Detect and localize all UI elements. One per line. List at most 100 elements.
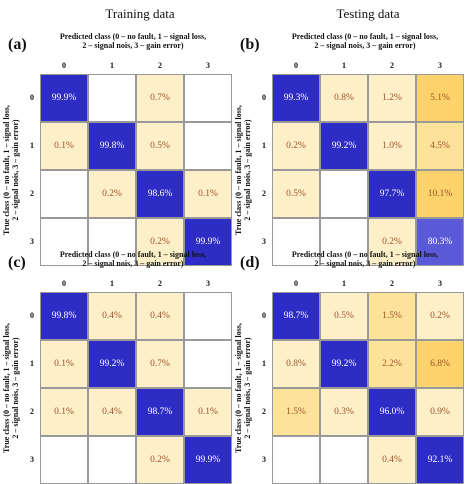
predicted-class-label-line: Predicted class (0 – no fault, 1 – signa… (59, 32, 207, 41)
matrix-cell: 0.9% (416, 388, 464, 436)
matrix-cell: 0.2% (272, 122, 320, 170)
predicted-class-label-line: Predicted class (0 – no fault, 1 – signa… (291, 250, 439, 259)
matrix-cell: 0.1% (184, 388, 232, 436)
confusion-matrix-panel: (b) Predicted class (0 – no fault, 1 – si… (232, 30, 464, 266)
matrix-cell (184, 122, 232, 170)
y-tick-label: 3 (30, 455, 34, 464)
x-tick-label: 3 (206, 279, 210, 288)
diagonal-cell: 99.8% (88, 122, 136, 170)
y-tick-label: 1 (30, 359, 34, 368)
diagonal-cell: 99.3% (272, 74, 320, 122)
y-tick-label: 3 (30, 237, 34, 246)
matrix-cell (40, 170, 88, 218)
matrix-cell: 0.1% (40, 388, 88, 436)
x-tick-label: 2 (158, 279, 162, 288)
matrix-cell: 0.1% (40, 122, 88, 170)
matrix-cell: 0.2% (368, 218, 416, 266)
matrix-cell: 0.2% (416, 292, 464, 340)
panel-label: (a) (8, 36, 27, 53)
training-data-title: Training data (105, 6, 175, 21)
x-tick-label: 2 (390, 61, 394, 70)
x-tick-label: 0 (294, 61, 298, 70)
predicted-class-label-line: 2 – signal nois, 3 – gain error) (314, 41, 416, 50)
x-tick-label: 1 (342, 61, 346, 70)
confusion-matrix-panel: (c) Predicted class (0 – no fault, 1 – si… (0, 248, 232, 484)
diagonal-cell: 99.9% (184, 436, 232, 484)
testing-data-title: Testing data (336, 6, 400, 21)
matrix-cell (320, 436, 368, 484)
y-tick-label: 2 (262, 407, 266, 416)
diagonal-cell: 99.2% (88, 340, 136, 388)
x-tick-label: 1 (342, 279, 346, 288)
true-class-label: True class (0 – no fault, 1 – signal los… (234, 95, 252, 245)
confusion-matrix-panel: (a) Predicted class (0 – no fault, 1 – si… (0, 30, 232, 266)
x-tick-label: 1 (110, 279, 114, 288)
y-tick-label: 1 (262, 359, 266, 368)
predicted-class-label: Predicted class (0 – no fault, 1 – signa… (38, 32, 228, 50)
matrix-cell: 0.5% (272, 170, 320, 218)
matrix-cell: 0.7% (136, 340, 184, 388)
y-tick-label: 2 (30, 407, 34, 416)
predicted-class-label-line: Predicted class (0 – no fault, 1 – signa… (291, 32, 439, 41)
y-tick-label: 0 (30, 311, 34, 320)
matrix-cell (184, 74, 232, 122)
x-tick-label: 0 (294, 279, 298, 288)
matrix-cell: 0.7% (136, 74, 184, 122)
true-class-label-line: 2 – signal nois, 3 – gain error) (11, 119, 20, 221)
x-tick-label: 0 (62, 279, 66, 288)
matrix-cell (88, 436, 136, 484)
matrix-cell: 4.5% (416, 122, 464, 170)
predicted-class-label: Predicted class (0 – no fault, 1 – signa… (270, 250, 460, 268)
x-tick-label: 0 (62, 61, 66, 70)
diagonal-cell: 98.7% (272, 292, 320, 340)
diagonal-cell: 80.3% (416, 218, 464, 266)
matrix-cell (184, 292, 232, 340)
predicted-class-label: Predicted class (0 – no fault, 1 – signa… (38, 250, 228, 268)
y-tick-label: 0 (262, 311, 266, 320)
diagonal-cell: 99.2% (320, 340, 368, 388)
predicted-class-label: Predicted class (0 – no fault, 1 – signa… (270, 32, 460, 50)
predicted-class-label-line: 2 – signal nois, 3 – gain error) (82, 259, 184, 268)
matrix-cell: 0.1% (184, 170, 232, 218)
matrix-cell: 0.2% (88, 170, 136, 218)
y-tick-label: 2 (262, 189, 266, 198)
x-tick-label: 2 (158, 61, 162, 70)
diagonal-cell: 99.2% (320, 122, 368, 170)
x-tick-label: 3 (206, 61, 210, 70)
matrix-cell: 0.5% (136, 122, 184, 170)
diagonal-cell: 99.9% (40, 74, 88, 122)
predicted-class-label-line: 2 – signal nois, 3 – gain error) (314, 259, 416, 268)
y-tick-label: 1 (262, 141, 266, 150)
x-tick-label: 1 (110, 61, 114, 70)
y-tick-label: 3 (262, 237, 266, 246)
matrix-cell: 0.4% (88, 292, 136, 340)
matrix-cell: 1.2% (368, 74, 416, 122)
matrix-cell: 6.8% (416, 340, 464, 388)
matrix-cell: 1.5% (368, 292, 416, 340)
matrix-cell: 0.2% (136, 436, 184, 484)
panel-label: (c) (8, 254, 26, 271)
matrix-cell (40, 218, 88, 266)
predicted-class-label-line: 2 – signal nois, 3 – gain error) (82, 41, 184, 50)
matrix-cell (272, 218, 320, 266)
matrix-cell (320, 170, 368, 218)
matrix-cell: 0.8% (320, 74, 368, 122)
matrix-cell (272, 436, 320, 484)
true-class-label-line: 2 – signal nois, 3 – gain error) (243, 119, 252, 221)
matrix-cell (40, 436, 88, 484)
matrix-cell: 10.1% (416, 170, 464, 218)
y-tick-label: 2 (30, 189, 34, 198)
diagonal-cell: 92.1% (416, 436, 464, 484)
diagonal-cell: 98.7% (136, 388, 184, 436)
true-class-label-line: True class (0 – no fault, 1 – signal los… (2, 105, 11, 235)
matrix-cell (88, 218, 136, 266)
confusion-matrix-panel: (d) Predicted class (0 – no fault, 1 – si… (232, 248, 464, 484)
diagonal-cell: 96.0% (368, 388, 416, 436)
panel-label: (d) (240, 254, 260, 271)
matrix-cell: 1.5% (272, 388, 320, 436)
matrix-cell: 0.4% (88, 388, 136, 436)
x-tick-label: 3 (438, 279, 442, 288)
matrix-cell: 0.4% (368, 436, 416, 484)
y-tick-label: 3 (262, 455, 266, 464)
diagonal-cell: 99.9% (184, 218, 232, 266)
